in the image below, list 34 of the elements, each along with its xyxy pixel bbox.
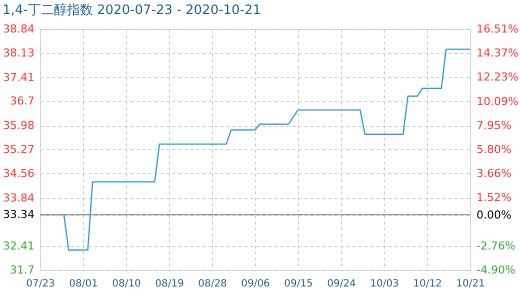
y-tick-label: 32.41 (3, 240, 34, 253)
x-tick-label: 09/24 (327, 278, 356, 290)
y2-tick-label: 14.37% (476, 46, 518, 60)
x-tick-label: 10/03 (370, 278, 399, 290)
y-tick-label: 37.41 (3, 70, 34, 84)
y2-tick-label: 12.23% (476, 70, 518, 84)
y-tick-label: 35.98 (3, 119, 34, 132)
x-tick-label: 08/28 (198, 278, 227, 290)
y2-tick-label: 10.09% (476, 94, 518, 108)
x-tick-label: 08/10 (112, 278, 141, 290)
y2-tick-label: -2.76% (476, 239, 516, 252)
y-tick-label: 31.7 (10, 264, 34, 276)
x-tick-label: 09/06 (241, 278, 270, 290)
y-tick-label: 34.56 (3, 166, 34, 180)
y2-tick-label: 16.51% (476, 22, 518, 36)
y-tick-label: 38.13 (3, 46, 34, 60)
chart-title: 1,4-丁二醇指数 2020-07-23 - 2020-10-21 (2, 3, 262, 18)
y-tick-label: 33.84 (3, 191, 34, 204)
y-tick-label: 36.7 (10, 94, 34, 108)
x-tick-label: 08/19 (155, 278, 184, 290)
y2-tick-label: 3.66% (476, 167, 512, 180)
y2-tick-label: -4.90% (476, 264, 516, 276)
y2-tick-label: 0.00% (476, 208, 512, 222)
y-tick-label: 35.27 (3, 143, 34, 156)
y2-tick-label: 1.52% (476, 191, 512, 204)
y2-tick-label: 5.80% (476, 143, 512, 156)
y-tick-label: 38.84 (3, 22, 34, 36)
x-tick-label: 10/12 (413, 278, 442, 290)
x-tick-label: 08/01 (69, 278, 98, 290)
x-tick-label: 10/21 (456, 278, 485, 290)
x-tick-label: 07/23 (26, 278, 55, 290)
y-tick-label: 33.34 (3, 208, 34, 222)
y2-tick-label: 7.95% (476, 118, 512, 132)
x-tick-label: 09/15 (284, 278, 313, 290)
